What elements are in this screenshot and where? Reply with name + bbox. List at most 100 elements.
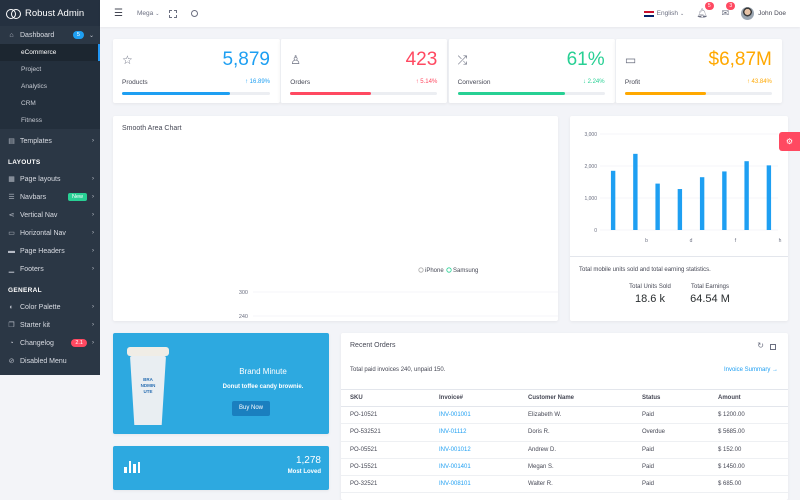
chevron-down-icon: ⌄	[88, 32, 94, 39]
sidebar-item-dashboard[interactable]: ⌂ Dashboard 5 ⌄	[0, 26, 100, 44]
table-cell: PO-15521	[341, 458, 430, 477]
stat-label: Conversion	[457, 79, 491, 86]
bar[interactable]	[655, 183, 660, 230]
column-header: Status	[633, 389, 709, 407]
eye-off-icon: ⊘	[8, 358, 15, 365]
sidebar-item-page-layouts[interactable]: ▦ Page layouts ›	[0, 170, 100, 188]
bar[interactable]	[677, 189, 683, 230]
brand[interactable]: Robust Admin	[0, 0, 100, 26]
stat-change-value: 16.89%	[249, 79, 270, 85]
loved-value: 1,278	[295, 455, 321, 466]
avatar[interactable]	[741, 7, 755, 20]
stat-card-orders: ♙ 423 Orders ↑ 5.14%	[280, 39, 448, 103]
table-row[interactable]: PO-05521 INV-001012 Andrew D. Paid $ 152.00	[341, 441, 788, 459]
table-cell: Paid	[633, 441, 709, 459]
table-cell: $ 1450.00	[709, 458, 788, 477]
stat-change: ↑ 43.84%	[747, 79, 772, 85]
table-cell[interactable]: INV-01112	[430, 423, 519, 442]
bar[interactable]	[610, 170, 616, 230]
mail-icon[interactable]: ✉ 3	[722, 2, 736, 19]
stat-value: 61%	[566, 49, 605, 70]
table-cell[interactable]: INV-008101	[430, 475, 519, 494]
sidebar-item-vertical-nav[interactable]: ⋖ Vertical Nav ›	[0, 206, 100, 224]
topbar: ☰ Mega ⌄ English ⌄ 🔔︎ 5 ✉ 3 John Doe	[100, 0, 800, 27]
table-cell[interactable]: INV-001401	[430, 458, 519, 477]
sidebar-sub-fitness[interactable]: Fitness	[0, 112, 100, 129]
shuffle-icon: ⤮	[457, 53, 468, 67]
sidebar-sub-crm[interactable]: CRM	[0, 95, 100, 112]
bar[interactable]	[633, 153, 638, 230]
logo-icon	[6, 8, 21, 19]
settings-toggle-button[interactable]: ⚙	[779, 132, 800, 151]
table-row[interactable]: PO-32521 INV-008101 Walter R. Paid $ 685.00	[341, 475, 788, 494]
chevron-right-icon: ›	[92, 340, 94, 346]
y-tick-label: 3,000	[584, 132, 597, 138]
table-cell: Elizabeth W.	[519, 406, 633, 425]
sidebar-item-templates[interactable]: ▤ Templates ›	[0, 132, 100, 150]
changelog-icon: ◔	[9, 339, 14, 347]
refresh-icon[interactable]: ↻	[757, 341, 764, 350]
stat-progress	[290, 92, 438, 95]
buy-now-button[interactable]: Buy Now	[232, 401, 270, 416]
orders-summary: Total paid invoices 240, unpaid 150.	[350, 367, 446, 373]
bar[interactable]	[744, 161, 749, 230]
sidebar-item-disabled-menu[interactable]: ⊘ Disabled Menu	[0, 352, 100, 370]
bar-chart-card: 3,000 2,000 1,000 0 b d f h Total mobile units …	[570, 116, 788, 321]
sidebar-sub-project[interactable]: Project	[0, 61, 100, 78]
sidebar-item-horizontal-nav[interactable]: ▭ Horizontal Nav ›	[0, 224, 100, 242]
bar[interactable]	[722, 171, 727, 230]
stat-label: Products	[122, 79, 148, 86]
section-general: GENERAL	[8, 287, 42, 294]
sidebar-item-page-headers[interactable]: ▬ Page Headers ›	[0, 242, 100, 260]
expand-icon[interactable]	[770, 344, 776, 350]
sidebar-item-color-palette[interactable]: ◐ Color Palette ›	[0, 298, 100, 316]
table-row[interactable]: PO-532521 INV-01112 Doris R. Overdue $ 5685.…	[341, 423, 788, 442]
sidebar-sub-analytics[interactable]: Analytics	[0, 78, 100, 95]
table-cell: Paid	[633, 406, 709, 425]
search-icon[interactable]	[191, 10, 199, 17]
flag-icon	[643, 10, 654, 17]
chevron-right-icon: ›	[92, 212, 94, 218]
y-tick-label: 0	[594, 228, 597, 234]
section-layouts: LAYOUTS	[8, 159, 41, 166]
table-row[interactable]: PO-10521 INV-001001 Elizabeth W. Paid $ 1200…	[341, 406, 788, 425]
sidebar-item-footers[interactable]: ▁ Footers ›	[0, 260, 100, 278]
legend-marker	[418, 267, 424, 273]
y-tick-label: 2,000	[584, 164, 597, 170]
fullscreen-icon[interactable]	[169, 9, 178, 18]
table-cell[interactable]: INV-001001	[430, 406, 519, 425]
templates-icon: ▤	[8, 138, 15, 145]
area-chart-title: Smooth Area Chart	[122, 125, 182, 132]
arrow-icon: ↑	[244, 79, 248, 85]
chevron-right-icon: ›	[92, 266, 94, 272]
invoice-summary-link[interactable]: Invoice Summary →	[724, 367, 778, 373]
sidebar-item-navbars[interactable]: ☰ Navbars New ›	[0, 188, 100, 206]
language-selector[interactable]: English ⌄	[643, 10, 684, 17]
legend-label[interactable]: iPhone	[425, 268, 444, 274]
table-cell[interactable]: INV-001012	[430, 441, 519, 459]
notification-icon[interactable]: 🔔︎ 5	[696, 2, 714, 19]
table-row[interactable]: PO-15521 INV-001401 Megan S. Paid $ 1450.00	[341, 458, 788, 477]
brand-name: Robust Admin	[25, 7, 85, 19]
orders-title: Recent Orders	[350, 342, 396, 349]
stat-change-value: 2.24%	[587, 79, 605, 85]
sidebar-badge: New	[67, 193, 87, 201]
sidebar-item-label: Footers	[20, 265, 44, 273]
recent-orders-card: Recent Orders ↻ Total paid invoices 240,…	[341, 333, 788, 500]
sidebar-item-label: Navbars	[20, 193, 47, 201]
bar[interactable]	[699, 177, 705, 230]
chevron-down-icon: ⌄	[155, 10, 160, 17]
mega-menu[interactable]: Mega ⌄	[137, 10, 159, 17]
bar[interactable]	[766, 165, 772, 230]
stat-card-products: ☆ 5,879 Products ↑ 16.89%	[113, 39, 280, 103]
sidebar-item-starter-kit[interactable]: ❐ Starter kit ›	[0, 316, 100, 334]
promo-text: Donut toffee candy brownie.	[222, 384, 304, 390]
user-name[interactable]: John Doe	[758, 10, 786, 17]
sidebar-item-changelog[interactable]: ◔ Changelog 2.1 ›	[0, 334, 100, 352]
legend-label[interactable]: Samsung	[453, 268, 478, 274]
sidebar-item-label: Disabled Menu	[20, 357, 67, 365]
chevron-right-icon: ›	[92, 230, 94, 236]
sidebar-sub-ecommerce[interactable]: eCommerce	[0, 44, 100, 61]
sidebar: Robust Admin ⌂ Dashboard 5 ⌄ eCommerce P…	[0, 0, 100, 375]
menu-icon[interactable]: ☰	[114, 8, 123, 19]
